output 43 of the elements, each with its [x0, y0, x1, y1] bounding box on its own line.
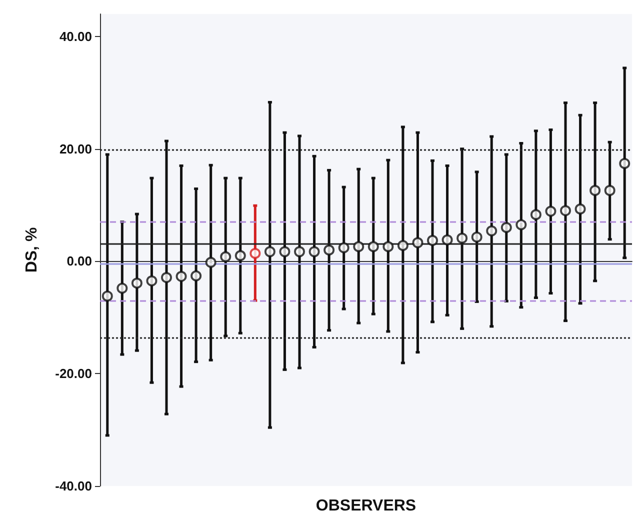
point [442, 234, 453, 246]
point [264, 246, 276, 258]
point [530, 209, 542, 220]
point [250, 248, 261, 259]
point [545, 206, 556, 217]
point [382, 241, 394, 252]
point [368, 241, 379, 252]
point [456, 232, 468, 244]
point [397, 240, 408, 251]
point [234, 250, 246, 262]
point [516, 219, 527, 230]
point [308, 246, 320, 258]
point [471, 232, 482, 243]
y-tick-label: -40.00 [55, 478, 92, 494]
y-axis-title: DS, % [24, 227, 40, 273]
point [338, 242, 350, 254]
point [412, 237, 424, 248]
point [190, 270, 202, 282]
point [102, 290, 113, 302]
point [574, 203, 586, 214]
point [427, 234, 438, 246]
point [220, 251, 232, 262]
point [560, 205, 571, 216]
point [324, 244, 335, 256]
point [176, 270, 187, 282]
point [146, 275, 158, 286]
point [353, 241, 364, 252]
point [500, 222, 512, 234]
point [205, 256, 216, 268]
point [116, 282, 128, 294]
y-tick-label: 40.00 [59, 28, 92, 44]
point [279, 246, 290, 258]
point [294, 246, 305, 258]
y-tick-label: 0.00 [66, 254, 92, 269]
point [604, 184, 616, 196]
y-tick-label: -20.00 [55, 366, 92, 382]
x-axis-title: OBSERVERS [316, 498, 416, 514]
point [619, 158, 630, 169]
point [590, 184, 601, 196]
y-tick-label: 20.00 [59, 141, 92, 156]
point [486, 225, 498, 236]
point [161, 272, 172, 284]
point [131, 278, 142, 289]
